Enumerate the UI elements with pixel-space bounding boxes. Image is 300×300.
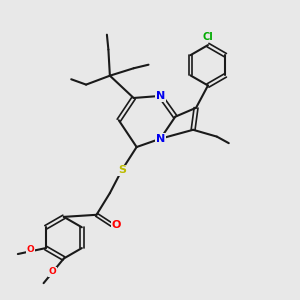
Text: O: O [111, 220, 121, 230]
Text: N: N [156, 91, 165, 101]
Text: O: O [26, 245, 34, 254]
Text: O: O [49, 267, 56, 276]
Text: S: S [118, 165, 126, 175]
Text: N: N [156, 134, 165, 144]
Text: Cl: Cl [202, 32, 213, 42]
